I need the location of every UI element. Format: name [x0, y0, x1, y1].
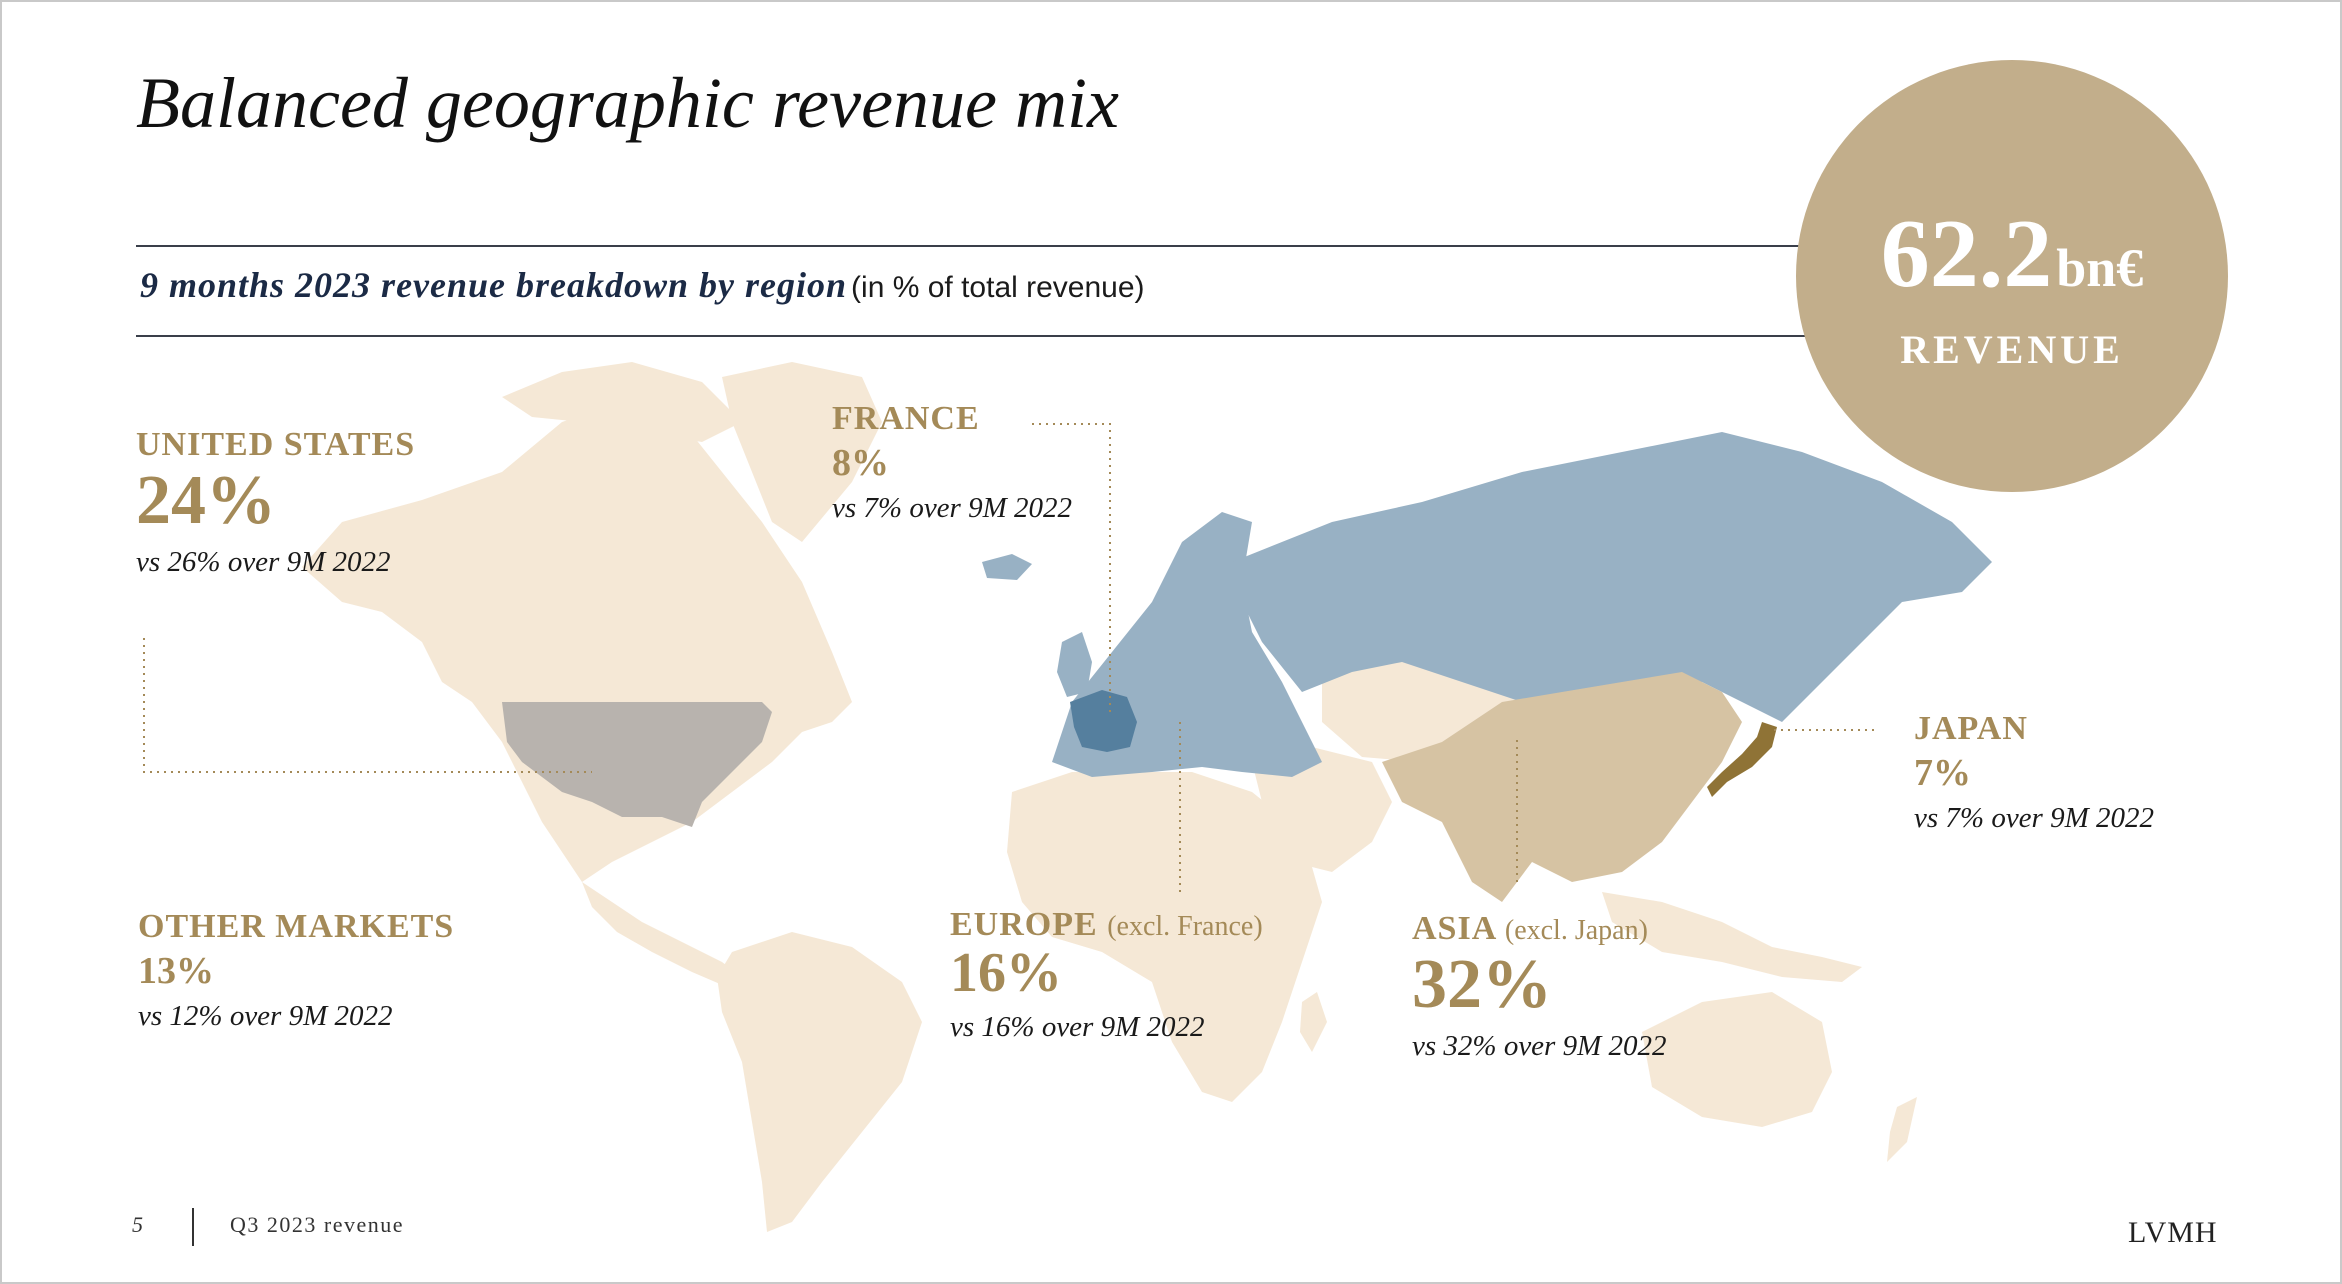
region-label-japan: JAPAN 7% vs 7% over 9M 2022: [1914, 710, 2154, 835]
region-prior: vs 32% over 9M 2022: [1412, 1029, 1667, 1062]
region-prior: vs 26% over 9M 2022: [136, 545, 391, 578]
leader-lines: [143, 423, 1877, 892]
bottom-divider: [136, 335, 1806, 337]
land-arctic-islands: [502, 362, 742, 442]
land-southeast-asia: [1602, 892, 1862, 982]
page-title: Balanced geographic revenue mix: [136, 63, 1119, 143]
region-name: JAPAN: [1914, 710, 2028, 747]
region-share: 13%: [138, 950, 214, 992]
region-label-europe: EUROPE (excl. France) 16% vs 16% over 9M…: [950, 906, 1263, 1044]
region-share: 32%: [1412, 946, 1552, 1023]
region-share: 7%: [1914, 752, 1971, 794]
chart-subtitle: 9 months 2023 revenue breakdown by regio…: [140, 264, 1145, 306]
region-share: 8%: [832, 442, 889, 484]
region-japan: [1707, 722, 1777, 797]
region-qualifier: (excl. Japan): [1504, 915, 1648, 946]
region-name: FRANCE: [832, 400, 980, 437]
land-british-isles: [1057, 632, 1092, 697]
region-asia: [1382, 672, 1742, 902]
region-label-other-markets: OTHER MARKETS 13% vs 12% over 9M 2022: [138, 908, 454, 1033]
footer-separator: [192, 1208, 194, 1246]
land-africa: [1007, 772, 1322, 1102]
land-new-zealand: [1887, 1097, 1917, 1162]
region-label-france: FRANCE 8% vs 7% over 9M 2022: [832, 400, 1072, 525]
total-revenue-badge: 62.2 bn€ REVENUE: [1796, 60, 2228, 492]
land-greenland: [722, 362, 882, 542]
region-name: OTHER MARKETS: [138, 908, 455, 945]
region-name-line: EUROPE (excl. France): [950, 906, 1263, 944]
land-iceland: [982, 554, 1032, 580]
subtitle-main: 9 months 2023 revenue breakdown by regio…: [140, 265, 848, 305]
total-revenue-value: 62.2 bn€: [1796, 198, 2228, 310]
total-revenue-number: 62.2: [1880, 200, 2053, 308]
region-name: UNITED STATES: [136, 426, 416, 463]
land-australia: [1642, 992, 1832, 1127]
leader-united-states: [143, 638, 592, 773]
region-name: ASIA: [1412, 910, 1496, 947]
subtitle-note: (in % of total revenue): [851, 271, 1145, 304]
land-madagascar: [1300, 992, 1327, 1052]
region-united-states: [502, 702, 772, 827]
region-prior: vs 7% over 9M 2022: [832, 491, 1073, 524]
page-number: 5: [132, 1212, 143, 1237]
brand-logo: LVMH: [2128, 1216, 2218, 1249]
region-label-asia: ASIA (excl. Japan) 32% vs 32% over 9M 20…: [1412, 910, 1667, 1063]
region-share: 16%: [950, 942, 1062, 1004]
region-prior: vs 12% over 9M 2022: [138, 999, 393, 1032]
region-label-united-states: UNITED STATES 24% vs 26% over 9M 2022: [136, 426, 415, 579]
top-divider: [136, 245, 1806, 247]
region-france: [1070, 690, 1137, 752]
total-revenue-label: REVENUE: [1900, 327, 2124, 372]
region-name: EUROPE: [950, 906, 1098, 943]
land-middle-east: [1252, 747, 1392, 872]
region-name-line: ASIA (excl. Japan): [1412, 910, 1667, 948]
region-share: 24%: [136, 462, 276, 539]
footer-text: Q3 2023 revenue: [230, 1212, 405, 1237]
land-russia: [1232, 432, 1992, 722]
total-revenue-unit: bn€: [2056, 238, 2144, 298]
region-prior: vs 16% over 9M 2022: [950, 1010, 1205, 1043]
land-south-america: [717, 932, 922, 1232]
region-qualifier: (excl. France): [1107, 911, 1263, 942]
land-central-america: [582, 882, 742, 987]
leader-france: [1032, 423, 1111, 714]
region-prior: vs 7% over 9M 2022: [1914, 801, 2155, 834]
